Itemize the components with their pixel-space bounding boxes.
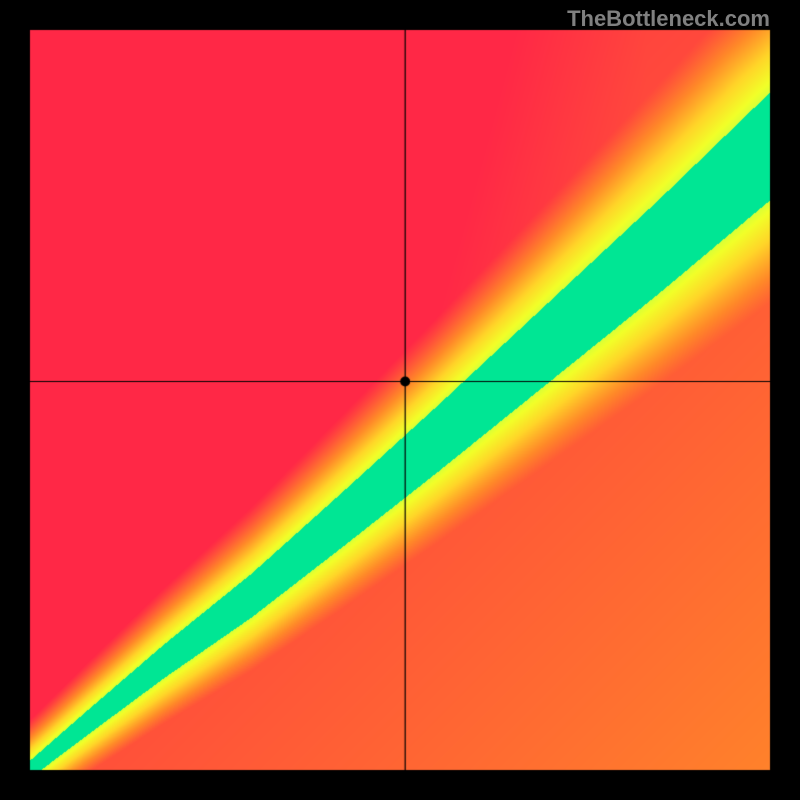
watermark-text: TheBottleneck.com <box>567 6 770 32</box>
heatmap-canvas <box>0 0 800 800</box>
chart-container: TheBottleneck.com <box>0 0 800 800</box>
